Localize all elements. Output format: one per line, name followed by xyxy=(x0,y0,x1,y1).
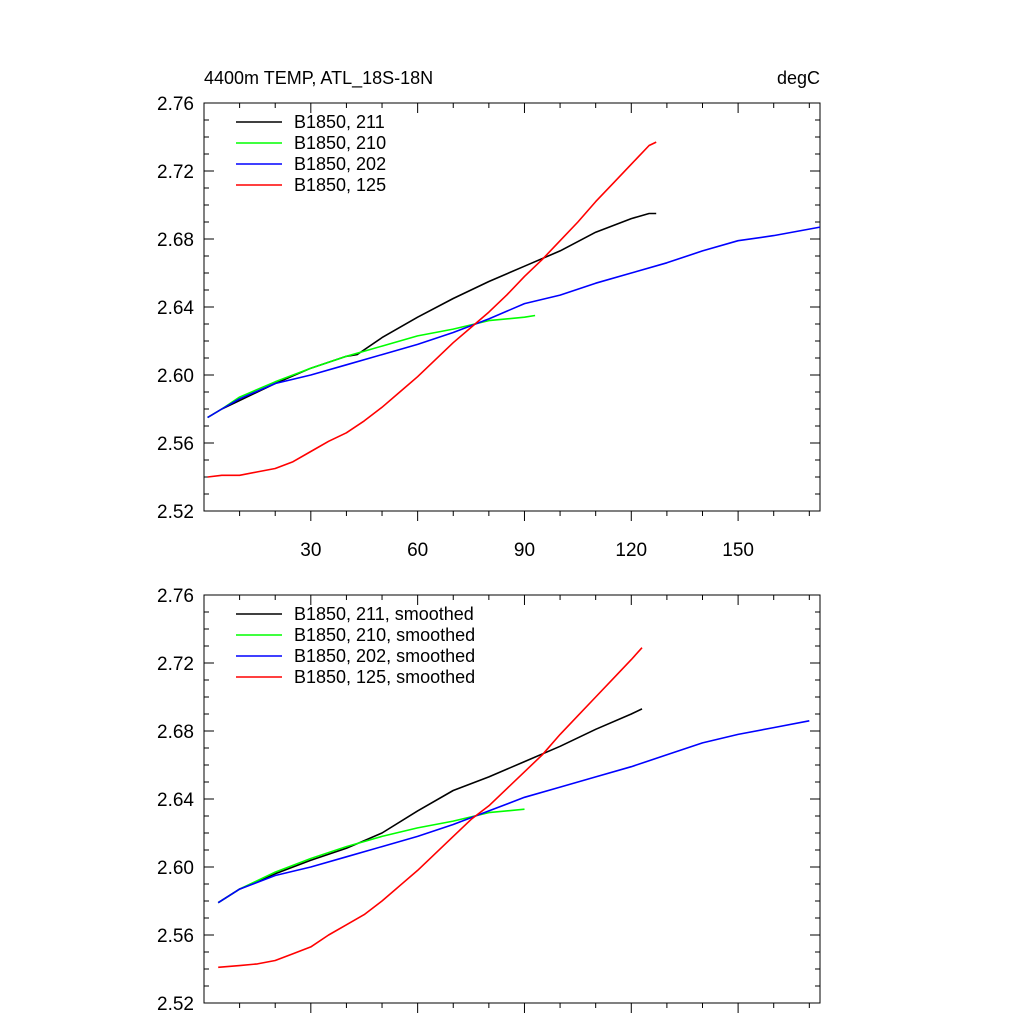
legend-label-0: B1850, 211 xyxy=(294,112,385,132)
series-line-0 xyxy=(207,212,657,419)
y-tick-label: 2.64 xyxy=(157,298,194,319)
chart-panel-smoothed: 2.52 2.56 2.60 2.64 2.68 2.72 2.76 B1850, 211, … xyxy=(157,586,821,1015)
y-tick-label: 2.72 xyxy=(157,162,194,183)
series-line-1 xyxy=(207,314,536,419)
y-tick-label: 2.76 xyxy=(157,586,194,607)
series-line-1 xyxy=(217,808,525,904)
y-tick-label: 2.68 xyxy=(157,230,194,251)
y-tick-label: 2.60 xyxy=(157,366,194,387)
series-line-2 xyxy=(207,226,821,419)
legend-label-3: B1850, 125, smoothed xyxy=(294,667,475,687)
legend-label-2: B1850, 202 xyxy=(294,154,386,174)
series-line-0 xyxy=(217,708,643,904)
legend-label-2: B1850, 202, smoothed xyxy=(294,646,475,666)
y-tick-label: 2.56 xyxy=(157,434,194,455)
x-tick-label: 30 xyxy=(300,540,321,561)
y-tick-label: 2.68 xyxy=(157,722,194,743)
chart-title-left: 4400m TEMP, ATL_18S-18N xyxy=(204,68,433,89)
y-tick-label: 2.76 xyxy=(157,94,194,115)
series-line-2 xyxy=(217,720,810,904)
y-tick-label: 2.64 xyxy=(157,790,194,811)
legend-label-1: B1850, 210 xyxy=(294,133,386,153)
series-line-3 xyxy=(207,141,657,478)
y-tick-label: 2.72 xyxy=(157,654,194,675)
y-tick-label: 2.60 xyxy=(157,858,194,879)
y-tick-label: 2.56 xyxy=(157,926,194,947)
y-tick-label: 2.52 xyxy=(157,994,194,1015)
x-tick-label: 60 xyxy=(407,540,428,561)
chart-title-right: degC xyxy=(777,68,820,88)
x-tick-label: 90 xyxy=(514,540,535,561)
legend-label-1: B1850, 210, smoothed xyxy=(294,625,475,645)
legend-label-3: B1850, 125 xyxy=(294,175,386,195)
legend-label-0: B1850, 211, smoothed xyxy=(294,604,474,624)
x-tick-label: 150 xyxy=(722,540,754,561)
x-tick-label: 120 xyxy=(615,540,647,561)
series-line-3 xyxy=(218,647,643,969)
chart-panel-raw: 4400m TEMP, ATL_18S-18N degC 2.52 2.56 2.6… xyxy=(157,68,821,561)
y-tick-label: 2.52 xyxy=(157,502,194,523)
